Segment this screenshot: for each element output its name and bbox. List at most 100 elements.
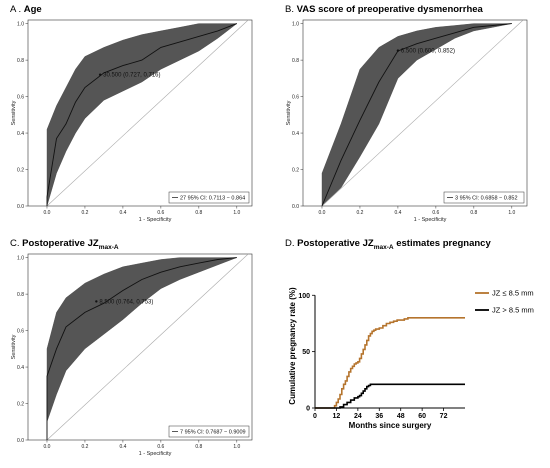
x-tick-label: 0.0 [44,444,51,450]
legend-box [168,425,250,438]
y-tick-label: 0.0 [17,438,24,444]
y-tick-label: 0.6 [17,94,24,100]
panel-d-suffix: estimates pregnancy [393,238,491,249]
reference-diagonal [46,19,249,207]
panel-d-title: D. Postoperative JZmax-A estimates pregn… [285,238,491,251]
panel-b-title: B. VAS score of preoperative dysmenorrhe… [285,4,483,15]
panel-d-sub: max-A [373,243,394,251]
x-tick-label: 0.6 [157,444,164,450]
y-tick-label: 0.2 [17,167,24,173]
panel-b-letter: B. [285,4,294,15]
y-tick-label: 0.8 [292,58,299,64]
y-axis-label: Sensitivity [11,100,17,125]
y-tick-label: 0.8 [17,58,24,64]
panel-c: C. Postoperative JZmax-A 8.500 (0.764, 0… [0,234,275,468]
y-tick-label: 0.4 [17,365,24,371]
legend-label: 7 95% CI: 0.7687 − 0.9009 [180,430,246,436]
x-tick-label: 0.0 [44,210,51,216]
x-tick-label: 0.8 [470,210,477,216]
threshold-label: 6.500 (0.600, 0.852) [401,49,455,55]
threshold-point [396,49,400,52]
panel-a: A . Age 30.500 (0.727, 0.716) 0.0 0.2 0.4 0.… [0,0,275,230]
y-tick-label: 1.0 [17,255,24,261]
x-tick-label: 0.8 [195,444,202,450]
threshold-point [98,73,102,76]
y-axis-label: Sensitivity [11,334,17,359]
legend-label-0: JZ ≤ 8.5 mm [492,289,534,298]
y-tick-label: 100 [298,293,310,300]
y-tick-label: 0.2 [17,401,24,407]
x-tick-label: 36 [375,413,383,420]
roc-curve [46,23,237,206]
panel-a-name: Age [23,4,42,15]
legend-box [168,191,250,204]
panel-c-letter: C. [10,238,20,249]
reference-diagonal [321,19,524,207]
roc-curve [321,23,512,207]
reference-diagonal [46,253,249,441]
y-tick-label: 0.6 [292,94,299,100]
panel-a-title: A . Age [10,4,42,15]
x-tick-label: 0.6 [157,210,164,216]
panel-d-letter: D. [285,238,295,249]
x-tick-label: 0.2 [81,210,88,216]
plot-frame [302,19,528,207]
y-tick-label: 0.2 [292,167,299,173]
x-tick-label: 0.6 [432,210,439,216]
roc-chart-vas: 6.500 (0.600, 0.852) 0.0 0.2 0.4 0.6 0.8 1.0 0.… [286,19,528,223]
x-tick-label: 48 [397,413,405,420]
y-tick-label: 0.4 [17,131,24,137]
roc-curve [46,257,237,440]
x-tick-label: 0.2 [356,210,363,216]
y-tick-label: 0.8 [17,292,24,298]
y-tick-label: 0.4 [292,131,299,137]
x-tick-label: 24 [354,413,362,420]
y-tick-label: 1.0 [292,21,299,27]
panel-b-name: VAS score of preoperative dysmenorrhea [296,4,483,15]
x-tick-label: 0 [313,413,317,420]
x-tick-label: 0.8 [195,210,202,216]
x-tick-label: 0.4 [119,444,126,450]
series-line-0 [315,317,465,409]
km-chart-pregnancy: 0 12 24 36 48 60 72 0 50 100 Months since surgery C… [288,287,534,430]
y-tick-label: 50 [302,349,310,356]
plot-frame [27,253,253,441]
x-tick-label: 60 [418,413,426,420]
x-axis-label: 1 - Specificity [139,451,172,457]
x-tick-label: 12 [333,413,341,420]
series-line-1 [315,383,465,409]
x-axis-label: 1 - Specificity [139,217,172,223]
panel-d: D. Postoperative JZmax-A estimates pregn… [275,234,550,468]
threshold-label: 8.500 (0.764, 0.753) [99,299,153,305]
x-tick-label: 0.2 [81,444,88,450]
y-tick-label: 0.0 [292,204,299,210]
y-tick-label: 0 [306,406,310,413]
x-tick-label: 1.0 [508,210,515,216]
threshold-label: 30.500 (0.727, 0.716) [103,73,160,79]
threshold-point [95,300,98,303]
panel-c-name: Postoperative JZ [22,238,99,249]
ci-band [46,23,238,207]
y-axis-label: Sensitivity [286,100,292,125]
legend-label-1: JZ > 8.5 mm [492,306,534,315]
roc-chart-age: 30.500 (0.727, 0.716) 0.0 0.2 0.4 0.6 0.8 1.0 0… [11,19,253,223]
x-tick-label: 1.0 [233,210,240,216]
roc-chart-jz: 8.500 (0.764, 0.753) 0.0 0.2 0.4 0.6 0.8 1.0 0.… [11,253,253,457]
x-tick-label: 0.0 [319,210,326,216]
x-tick-label: 1.0 [233,444,240,450]
y-tick-label: 0.0 [17,204,24,210]
panel-a-letter: A . [10,4,22,15]
x-axis-label: Months since surgery [349,421,432,430]
y-tick-label: 1.0 [17,21,24,27]
legend-box [443,191,525,204]
ci-band [46,257,237,440]
x-tick-label: 0.4 [394,210,401,216]
panel-c-sub: max-A [98,243,119,251]
panel-d-name: Postoperative JZ [297,238,374,249]
x-tick-label: 72 [440,413,448,420]
panel-c-title: C. Postoperative JZmax-A [10,238,119,251]
x-tick-label: 0.4 [119,210,126,216]
ci-band [321,23,512,207]
legend-label: 3 95% CI: 0.6858 − 0.852 [455,196,518,202]
y-tick-label: 0.6 [17,328,24,334]
